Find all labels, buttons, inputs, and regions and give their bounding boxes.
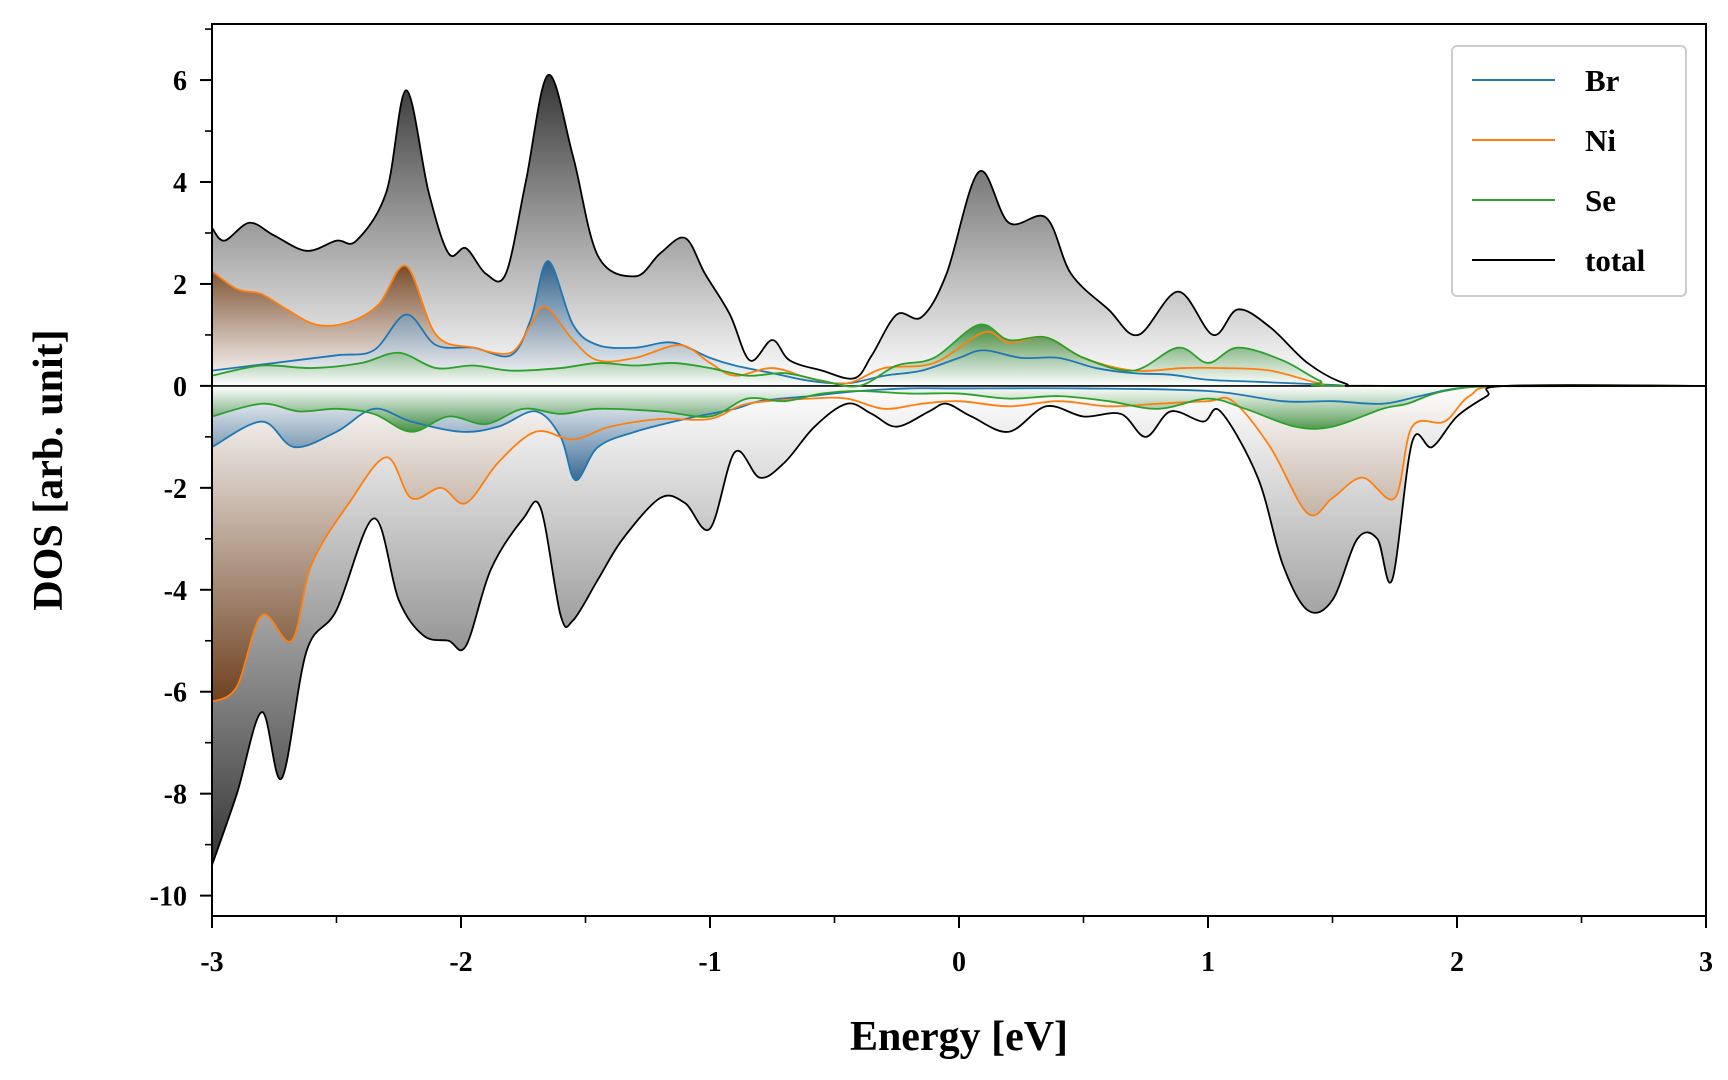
y-tick-label: -2 bbox=[164, 474, 187, 505]
line-se-up bbox=[211, 323, 1707, 388]
line-ni-down bbox=[211, 384, 1707, 703]
y-tick-label: -4 bbox=[164, 576, 187, 607]
y-tick-label: 0 bbox=[173, 372, 187, 403]
x-tick-label: 0 bbox=[952, 947, 966, 978]
legend-label-se: Se bbox=[1585, 183, 1616, 218]
legend-label-br: Br bbox=[1585, 63, 1620, 98]
line-total-down bbox=[211, 384, 1707, 866]
fill-se-down bbox=[212, 385, 1706, 432]
x-axis-title: Energy [eV] bbox=[850, 1014, 1068, 1060]
legend-label-total: total bbox=[1585, 243, 1646, 278]
legend: Br Ni Se total bbox=[1451, 45, 1687, 297]
dos-lines bbox=[211, 74, 1707, 866]
y-tick-label: -6 bbox=[164, 678, 187, 709]
y-axis-title: DOS [arb. unit] bbox=[26, 329, 72, 610]
legend-box bbox=[1451, 45, 1687, 297]
y-tick-label: 2 bbox=[173, 270, 187, 301]
x-tick-label: 3 bbox=[1699, 947, 1713, 978]
x-tick-label: 1 bbox=[1201, 947, 1215, 978]
y-tick-label: -10 bbox=[150, 882, 187, 913]
x-tick-label: -3 bbox=[200, 947, 223, 978]
fill-br-up bbox=[212, 261, 1706, 386]
y-tick-label: 4 bbox=[173, 168, 187, 199]
line-total-up bbox=[211, 74, 1707, 387]
axis-ticks bbox=[200, 28, 1707, 928]
fill-total-down bbox=[212, 385, 1706, 866]
line-br-up bbox=[211, 260, 1707, 387]
y-tick-label: -8 bbox=[164, 780, 187, 811]
fill-se-up bbox=[212, 324, 1706, 387]
line-ni-up bbox=[211, 265, 1707, 387]
x-tick-label: 2 bbox=[1450, 947, 1464, 978]
fill-ni-down bbox=[212, 385, 1706, 702]
line-se-down bbox=[211, 384, 1707, 433]
x-tick-label: -1 bbox=[698, 947, 721, 978]
y-tick-label: 6 bbox=[173, 66, 187, 97]
legend-label-ni: Ni bbox=[1585, 123, 1616, 158]
x-tick-label: -2 bbox=[449, 947, 472, 978]
